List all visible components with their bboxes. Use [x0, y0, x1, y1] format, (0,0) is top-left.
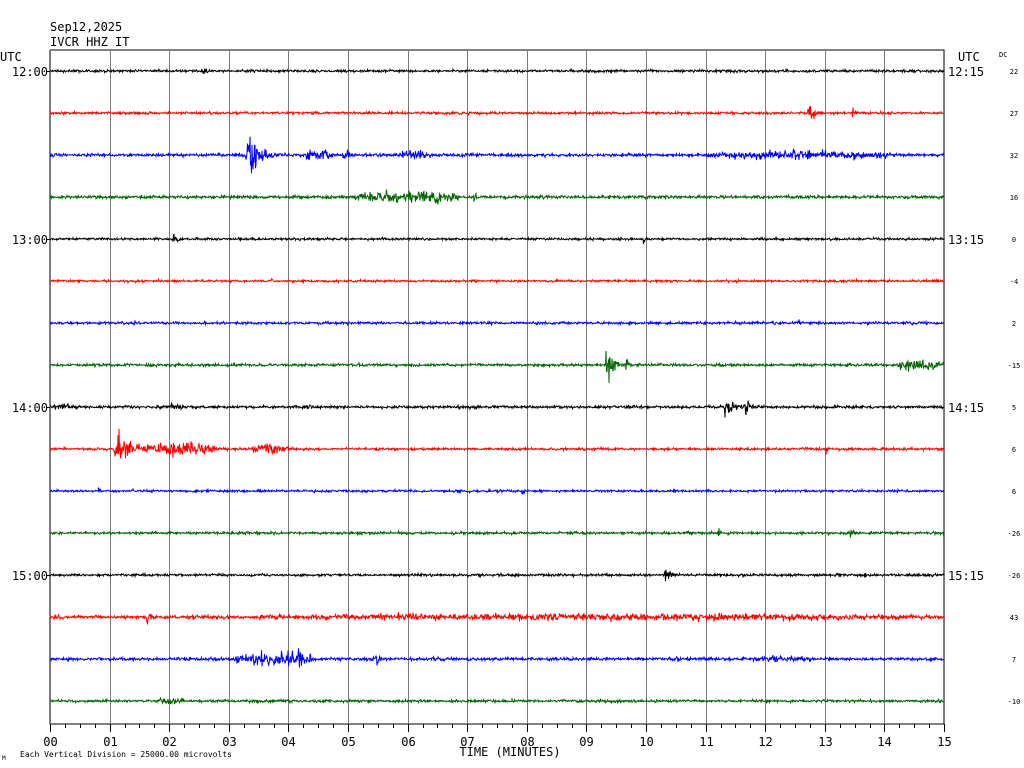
right-time-label: 14:15 [948, 401, 984, 415]
grid-lines [49, 49, 945, 732]
station-label: IVCR HHZ IT [50, 35, 130, 49]
seismic-trace [49, 350, 945, 384]
dc-offset-label: 6 [1012, 446, 1016, 454]
dc-offset-label: -4 [1010, 278, 1018, 286]
x-tick-label: 09 [579, 735, 593, 749]
seismic-trace [49, 612, 945, 626]
seismic-trace [49, 105, 945, 120]
left-utc-label: UTC [0, 50, 22, 64]
right-time-label: 13:15 [948, 233, 984, 247]
dc-offset-label: 22 [1010, 68, 1018, 76]
x-tick-label: 14 [877, 735, 891, 749]
seismic-trace [49, 67, 945, 75]
dc-offset-label: 0 [1012, 236, 1016, 244]
x-tick-label: 00 [43, 735, 57, 749]
dc-offset-label: 7 [1012, 656, 1016, 664]
x-tick-label: 06 [401, 735, 415, 749]
dc-offset-label: 43 [1010, 614, 1018, 622]
right-utc-label: UTC [958, 50, 980, 64]
dc-offset-label: 6 [1012, 488, 1016, 496]
x-tick-label: 11 [699, 735, 713, 749]
seismic-trace [49, 648, 945, 668]
x-tick-label: 07 [460, 735, 474, 749]
x-tick-label: 12 [758, 735, 772, 749]
dc-offset-label: 16 [1010, 194, 1018, 202]
seismic-trace [49, 487, 945, 495]
x-tick-label: 02 [162, 735, 176, 749]
corner-mark: M [2, 755, 6, 762]
chart-date-title: Sep12,2025 [50, 20, 123, 34]
dc-offset-label: -15 [1008, 362, 1021, 370]
seismic-trace [49, 428, 944, 459]
dc-header-label: DC [999, 51, 1007, 59]
footer-note: Each Vertical Division = 25000.00 microv… [20, 750, 232, 759]
dc-offset-label: 27 [1010, 110, 1018, 118]
dc-offset-label: 2 [1012, 320, 1016, 328]
dc-offset-label: -26 [1008, 572, 1021, 580]
left-time-label: 15:00 [12, 569, 48, 583]
seismic-trace [49, 696, 945, 705]
x-tick-label: 10 [639, 735, 653, 749]
right-time-label: 15:15 [948, 569, 984, 583]
x-tick-label: 15 [937, 735, 951, 749]
x-tick-label: 03 [222, 735, 236, 749]
seismic-trace [49, 277, 945, 285]
dc-offset-label: -26 [1008, 530, 1021, 538]
seismic-trace [49, 136, 945, 174]
dc-offset-label: 5 [1012, 404, 1016, 412]
x-axis-label: TIME (MINUTES) [459, 745, 560, 759]
x-tick-label: 13 [818, 735, 832, 749]
left-time-label: 12:00 [12, 65, 48, 79]
seismic-trace [49, 189, 945, 205]
left-time-label: 14:00 [12, 401, 48, 415]
x-tick-label: 04 [281, 735, 295, 749]
dc-offset-label: -10 [1008, 698, 1021, 706]
seismic-trace [49, 400, 945, 418]
right-time-label: 12:15 [948, 65, 984, 79]
seismic-trace [49, 319, 945, 327]
left-time-label: 13:00 [12, 233, 48, 247]
seismic-trace [49, 569, 945, 582]
x-tick-label: 01 [103, 735, 117, 749]
seismic-trace [49, 233, 945, 245]
x-tick-label: 08 [520, 735, 534, 749]
trace-group [49, 67, 945, 705]
seismic-trace [49, 528, 945, 538]
x-tick-label: 05 [341, 735, 355, 749]
dc-offset-label: 32 [1010, 152, 1018, 160]
